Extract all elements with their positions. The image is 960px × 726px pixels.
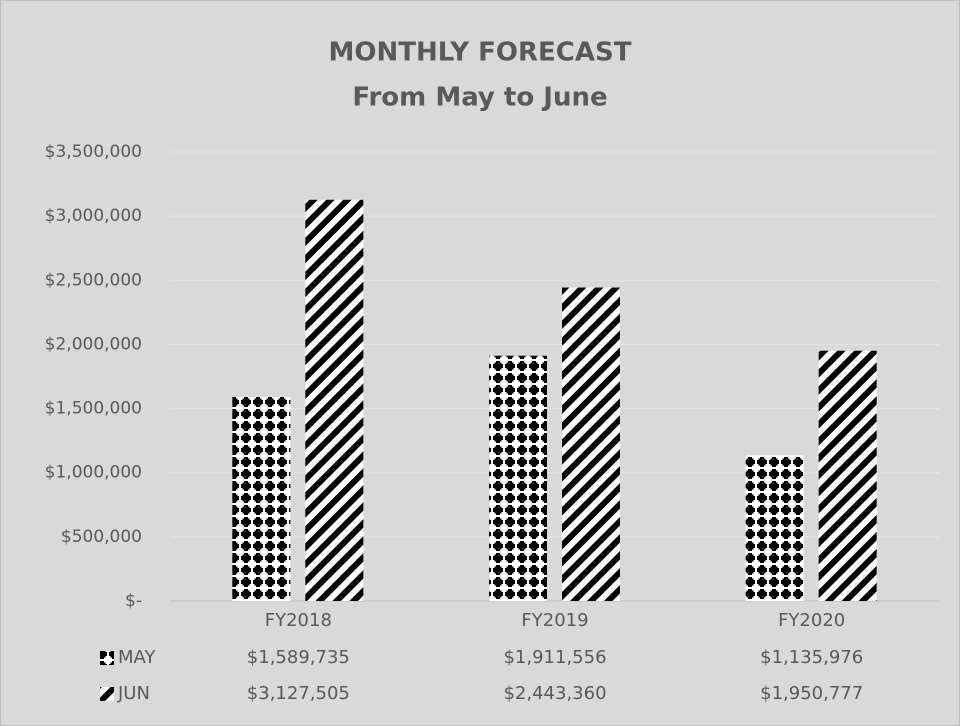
legend-key — [100, 687, 114, 701]
data-table-cell: $1,950,777 — [760, 683, 863, 704]
x-tick-label: FY2018 — [265, 610, 332, 631]
legend-label: MAY — [118, 647, 156, 668]
bar — [745, 455, 804, 601]
bar — [305, 199, 364, 602]
y-tick-label: $3,000,000 — [45, 206, 142, 226]
chart-title: MONTHLY FORECAST — [329, 38, 632, 68]
x-tick-label: FY2020 — [778, 610, 845, 631]
data-table-cell: $1,135,976 — [760, 647, 863, 668]
bar — [232, 397, 291, 601]
y-tick-label: $2,000,000 — [45, 334, 142, 354]
y-tick-label: $2,500,000 — [45, 270, 142, 290]
y-tick-label: $- — [125, 591, 142, 611]
bar — [818, 350, 877, 601]
y-tick-label: $3,500,000 — [45, 142, 142, 162]
data-table-cell: $2,443,360 — [503, 683, 606, 704]
y-tick-label: $1,500,000 — [45, 399, 142, 419]
y-tick-label: $1,000,000 — [45, 463, 142, 483]
bar — [489, 355, 547, 601]
legend-key — [100, 651, 114, 665]
data-table-cell: $3,127,505 — [247, 683, 350, 704]
data-table-cell: $1,589,735 — [247, 647, 350, 668]
x-tick-label: FY2019 — [521, 610, 588, 631]
chart-subtitle: From May to June — [352, 83, 607, 113]
y-tick-label: $500,000 — [61, 527, 142, 547]
legend-label: JUN — [117, 683, 150, 704]
bar — [562, 287, 620, 601]
data-table-cell: $1,911,556 — [503, 647, 606, 668]
